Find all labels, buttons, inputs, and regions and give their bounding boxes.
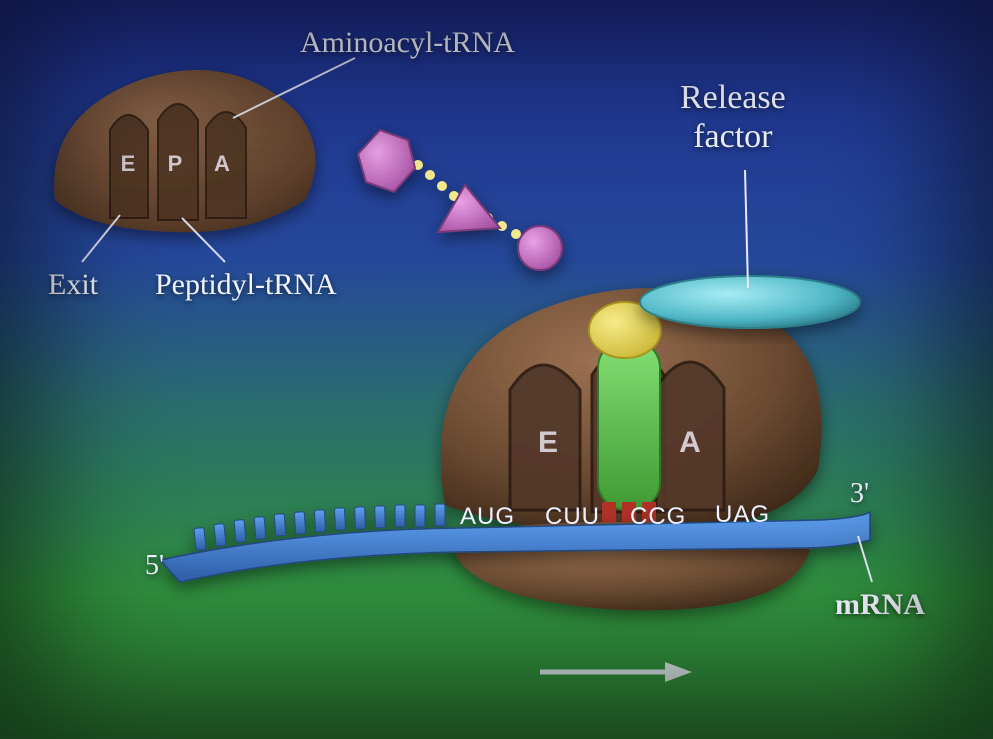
codon-3: UAG bbox=[715, 501, 770, 528]
trna bbox=[589, 302, 661, 522]
site-letter-a-small: A bbox=[214, 151, 230, 176]
codon-1: CUU bbox=[545, 503, 600, 530]
label-exit: Exit bbox=[48, 268, 98, 302]
background-svg: E P A bbox=[0, 0, 993, 739]
site-letter-e-small: E bbox=[121, 151, 136, 176]
codon-0: AUG bbox=[460, 503, 515, 530]
label-five-prime: 5' bbox=[145, 550, 164, 582]
release-factor bbox=[640, 276, 860, 328]
label-peptidyl-trna: Peptidyl-tRNA bbox=[155, 268, 337, 302]
site-letter-p-small: P bbox=[168, 151, 183, 176]
amino-circle-icon bbox=[518, 226, 562, 270]
codon-2: CCG bbox=[630, 503, 686, 530]
label-three-prime: 3' bbox=[850, 478, 869, 510]
site-letter-e-large: E bbox=[538, 426, 558, 459]
label-mrna: mRNA bbox=[835, 588, 925, 622]
large-ribosome: E A bbox=[441, 288, 822, 610]
label-release-factor: Release factor bbox=[680, 78, 786, 156]
label-aminoacyl-trna: Aminoacyl-tRNA bbox=[300, 26, 515, 60]
site-letter-a-large: A bbox=[679, 426, 701, 459]
diagram-stage: E P A bbox=[0, 0, 993, 739]
